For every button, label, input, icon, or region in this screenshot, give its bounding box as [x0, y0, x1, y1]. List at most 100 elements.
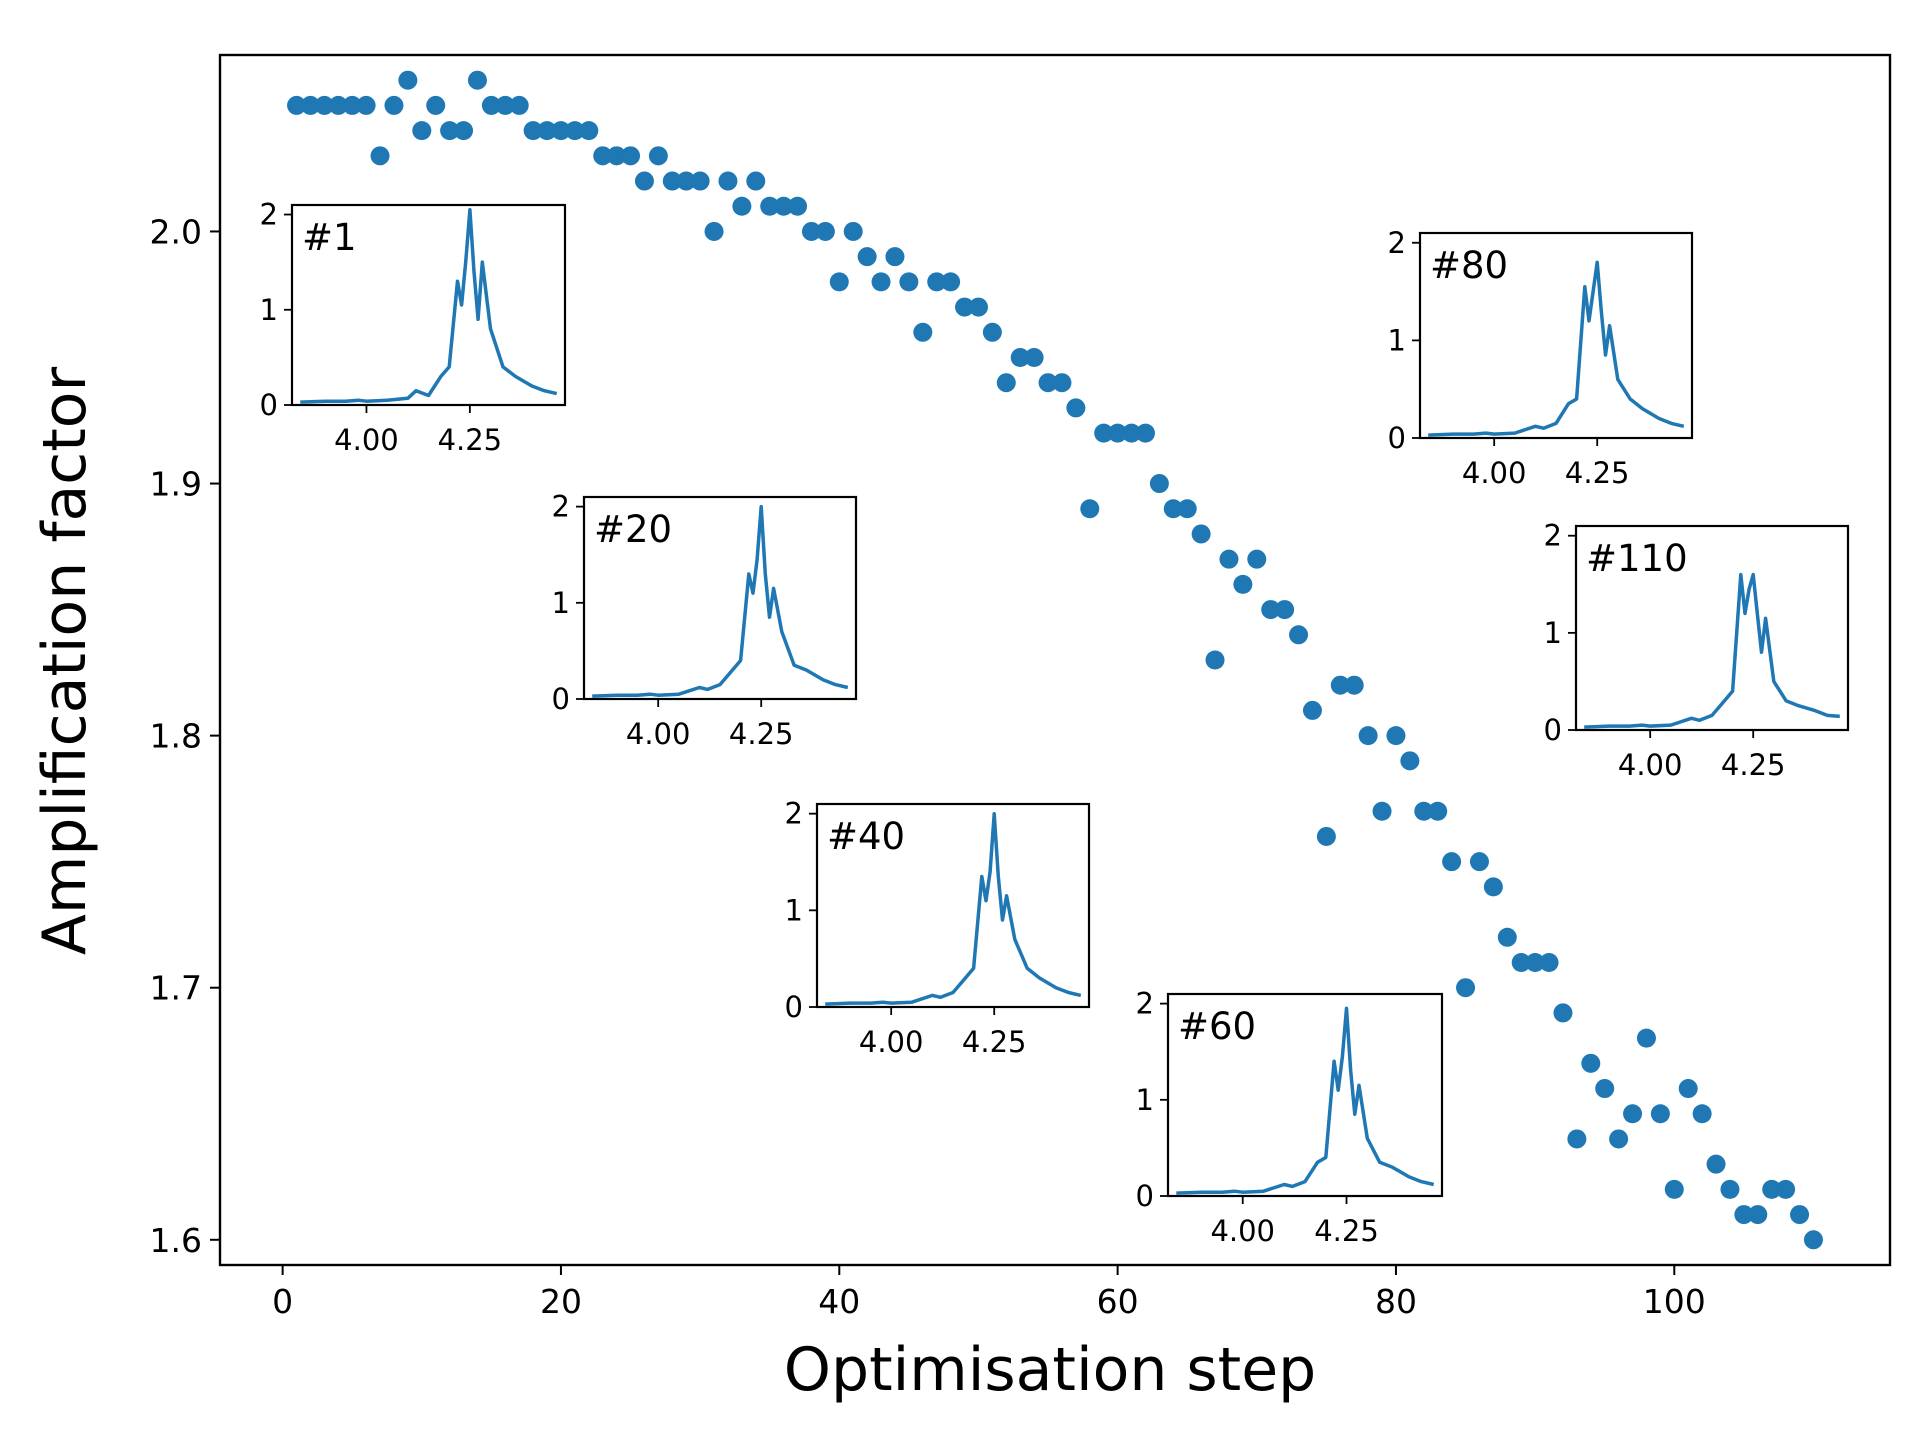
y-tick-label: 1.6 [150, 1221, 202, 1260]
data-point [537, 121, 557, 141]
inset-y-tick-label: 0 [1388, 421, 1406, 455]
data-point [1483, 877, 1503, 897]
data-point [1177, 499, 1197, 519]
inset-step-label: #80 [1430, 244, 1508, 287]
inset-x-tick-label: 4.25 [1565, 456, 1630, 490]
data-point [1386, 726, 1406, 746]
inset-plot: 4.00 4.25 0 1 2 #1 [260, 198, 567, 457]
data-point [718, 171, 738, 191]
data-point [454, 121, 474, 141]
data-point [1149, 474, 1169, 494]
data-point [1428, 801, 1448, 821]
y-tick-label: 1.7 [150, 969, 202, 1008]
data-point [495, 95, 515, 115]
data-point [1581, 1053, 1601, 1073]
y-tick-label: 2.0 [150, 212, 202, 251]
data-point [801, 221, 821, 241]
data-point [1539, 953, 1559, 972]
data-point [1122, 423, 1142, 443]
data-point [1261, 600, 1281, 620]
data-point [1247, 549, 1267, 569]
x-tick-label: 60 [1097, 1282, 1139, 1321]
data-point [1706, 1154, 1726, 1174]
data-point [941, 272, 961, 292]
data-point [662, 171, 682, 191]
inset-y-tick-label: 2 [1544, 519, 1562, 553]
data-point [579, 121, 599, 141]
inset-plot: 4.00 4.25 0 1 2 #80 [1388, 226, 1694, 490]
inset-y-tick-label: 0 [552, 682, 570, 716]
inset-spectrum-line [300, 208, 558, 404]
inset-y-tick-label: 0 [1136, 1179, 1154, 1213]
data-point [1469, 852, 1489, 872]
data-point [732, 196, 752, 216]
data-point [314, 95, 334, 115]
data-point [899, 272, 919, 292]
inset-step-label: #110 [1586, 537, 1688, 580]
data-point [815, 221, 835, 241]
data-point [1219, 549, 1239, 569]
data-point [1205, 650, 1225, 670]
data-point [1762, 1179, 1782, 1199]
data-point [1052, 373, 1072, 393]
inset-step-label: #40 [827, 815, 905, 858]
data-point [927, 272, 947, 292]
inset-plot: 4.00 4.25 0 1 2 #40 [785, 797, 1091, 1059]
data-point [467, 70, 487, 90]
data-point [342, 95, 362, 115]
data-point [1692, 1104, 1712, 1124]
inset-y-tick-label: 1 [552, 586, 570, 620]
data-point [1108, 423, 1128, 443]
inset-x-tick-label: 4.00 [859, 1025, 924, 1059]
data-point [968, 297, 988, 317]
data-point [690, 171, 710, 191]
x-tick-label: 40 [818, 1282, 860, 1321]
data-point [746, 171, 766, 191]
data-point [1330, 675, 1350, 695]
x-tick-label: 100 [1643, 1282, 1706, 1321]
data-point [788, 196, 808, 216]
inset-spectrum-line [592, 504, 849, 698]
inset-y-tick-label: 1 [1544, 616, 1562, 650]
data-point [774, 196, 794, 216]
inset-spectrum-line [825, 811, 1082, 1006]
data-point [1456, 978, 1476, 998]
data-point [1094, 423, 1114, 443]
inset-frame [1574, 524, 1850, 732]
inset-y-tick-label: 0 [1544, 713, 1562, 747]
data-point [1289, 625, 1309, 645]
inset-frame [1418, 231, 1694, 440]
data-point [1344, 675, 1364, 695]
data-point [676, 171, 696, 191]
data-point [356, 95, 376, 115]
inset-step-label: #60 [1178, 1005, 1256, 1048]
data-point [1776, 1179, 1796, 1199]
x-tick-label: 80 [1375, 1282, 1417, 1321]
data-point [440, 121, 460, 141]
data-point [1358, 726, 1378, 746]
inset-x-tick-label: 4.25 [729, 717, 794, 751]
x-axis-title: Optimisation step [784, 1335, 1316, 1405]
inset-x-tick-label: 4.00 [1210, 1214, 1275, 1248]
data-point [607, 146, 627, 166]
data-point [955, 297, 975, 317]
data-point [1191, 524, 1211, 544]
data-point [593, 146, 613, 166]
data-point [885, 247, 905, 267]
data-point [1163, 499, 1183, 519]
data-point [1275, 600, 1295, 620]
data-point [1316, 826, 1336, 846]
inset-x-tick-label: 4.25 [438, 423, 503, 457]
data-points [287, 70, 1823, 1250]
data-point [1511, 953, 1531, 972]
data-point [1233, 574, 1253, 594]
inset-y-tick-label: 1 [1136, 1083, 1154, 1117]
inset-y-tick-label: 2 [1388, 226, 1406, 260]
data-point [1010, 348, 1030, 367]
inset-y-tick-label: 2 [552, 490, 570, 524]
inset-spectrum-line [1176, 1006, 1435, 1195]
data-point [982, 322, 1002, 342]
data-point [1024, 348, 1044, 367]
